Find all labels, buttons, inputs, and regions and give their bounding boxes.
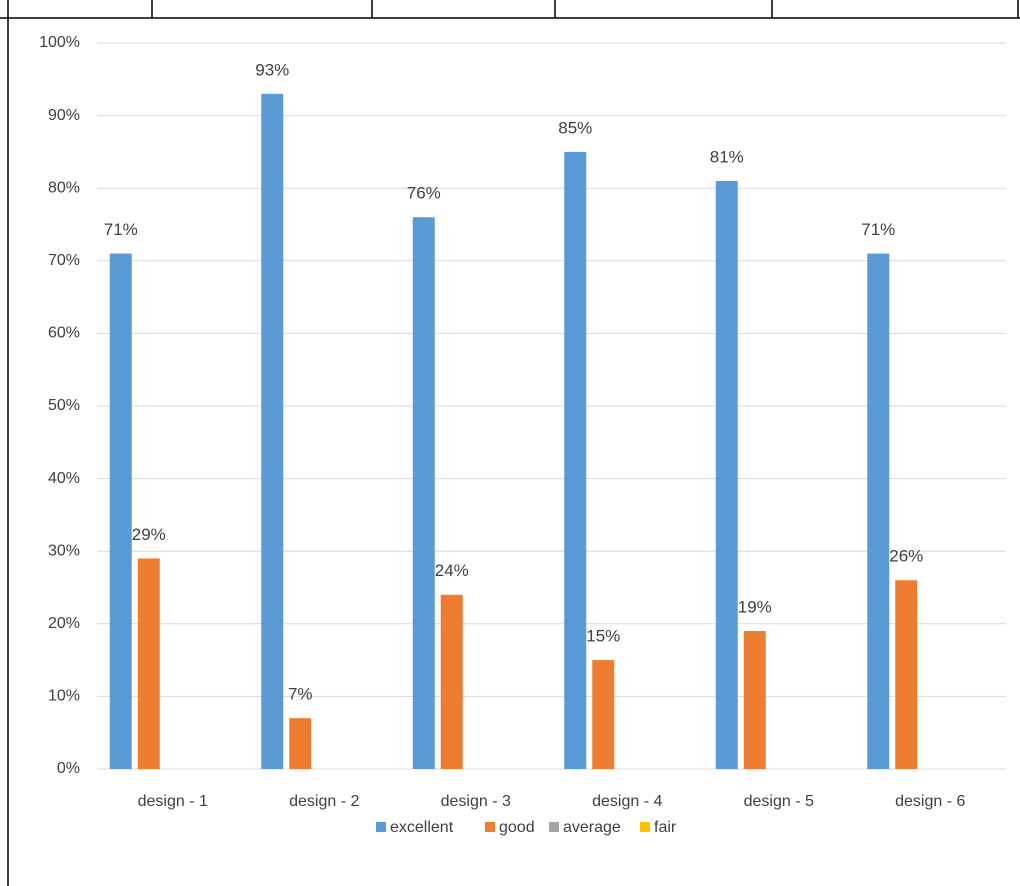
legend-swatch [485, 822, 495, 832]
x-tick-label: design - 1 [138, 793, 208, 810]
bar [289, 718, 312, 769]
bar [715, 180, 738, 769]
legend-label: good [499, 819, 535, 836]
data-label: 71% [104, 220, 138, 239]
data-label: 93% [255, 60, 289, 79]
legend-label: average [563, 819, 621, 836]
data-label: 19% [738, 598, 772, 617]
y-tick-label: 0% [57, 760, 80, 777]
legend-swatch [640, 822, 650, 832]
legend-swatch [549, 822, 559, 832]
y-tick-label: 40% [48, 470, 80, 487]
data-label: 71% [861, 220, 895, 239]
bar [867, 253, 890, 770]
data-label: 26% [889, 547, 923, 566]
x-tick-label: design - 4 [592, 793, 662, 810]
bar [109, 253, 132, 770]
y-tick-label: 20% [48, 615, 80, 632]
y-tick-label: 50% [48, 397, 80, 414]
y-tick-label: 90% [48, 107, 80, 124]
data-label: 29% [132, 525, 166, 544]
x-tick-label: design - 6 [895, 793, 965, 810]
bar [564, 151, 587, 769]
y-tick-label: 70% [48, 252, 80, 269]
legend-label: excellent [390, 819, 454, 836]
data-label: 7% [288, 685, 313, 704]
bar [743, 631, 766, 769]
data-label: 76% [407, 184, 441, 203]
y-tick-label: 30% [48, 542, 80, 559]
data-label: 24% [435, 561, 469, 580]
x-tick-label: design - 5 [744, 793, 814, 810]
y-tick-label: 100% [39, 34, 80, 51]
legend-label: fair [654, 819, 677, 836]
bar [895, 580, 918, 769]
bar [592, 660, 615, 769]
data-label: 15% [586, 627, 620, 646]
y-tick-label: 60% [48, 325, 80, 342]
y-tick-label: 10% [48, 688, 80, 705]
legend-swatch [376, 822, 386, 832]
bar [137, 558, 160, 769]
data-label: 81% [710, 147, 744, 166]
bar [412, 217, 435, 770]
y-tick-label: 80% [48, 179, 80, 196]
data-label: 85% [558, 118, 592, 137]
bar [261, 93, 284, 769]
x-tick-label: design - 3 [441, 793, 511, 810]
x-tick-label: design - 2 [289, 793, 359, 810]
bar [440, 594, 463, 769]
